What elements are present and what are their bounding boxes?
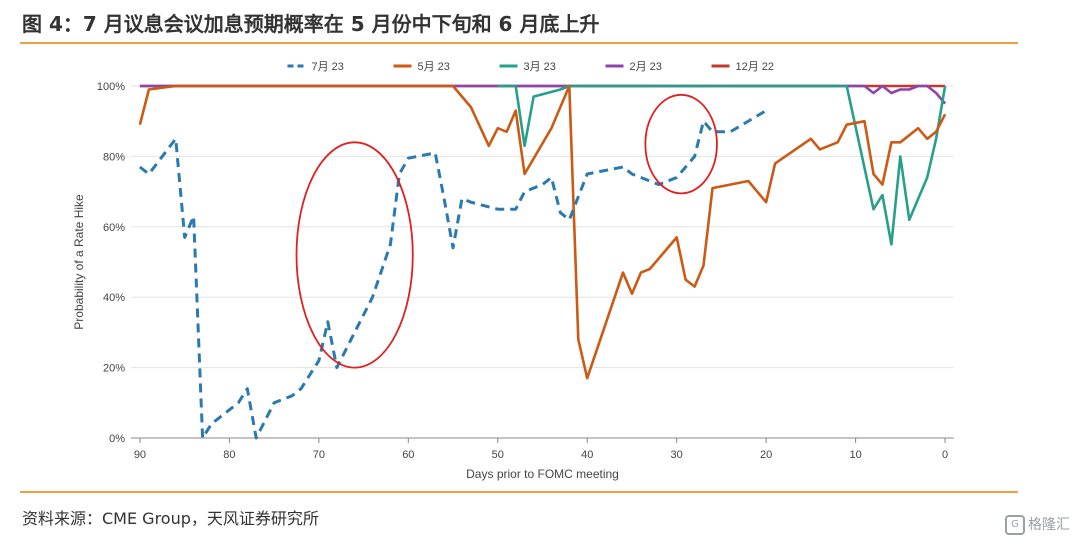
highlight-ellipse <box>295 141 414 369</box>
x-tick-label: 30 <box>671 449 683 461</box>
x-tick-label: 70 <box>313 449 325 461</box>
y-tick-label: 100% <box>97 81 125 93</box>
series-line <box>138 84 947 380</box>
series-line <box>139 84 947 105</box>
x-tick-label: 20 <box>760 449 772 461</box>
x-axis-title: Days prior to FOMC meeting <box>466 467 619 481</box>
title-divider <box>20 42 1018 44</box>
watermark-label: 格隆汇 <box>1028 517 1070 533</box>
y-tick-label: 0% <box>109 433 125 445</box>
x-tick-label: 90 <box>134 449 146 461</box>
figure-title: 图 4：7 月议息会议加息预期概率在 5 月份中下旬和 6 月底上升 <box>22 12 600 36</box>
watermark-logo-icon: G <box>1005 515 1025 535</box>
x-tick-label: 60 <box>402 449 414 461</box>
rate-hike-probability-chart: 0% 20% 40% 60% 80% 100% 90 80 70 60 50 40 30 20 10 0 Day… <box>72 61 954 481</box>
series-line <box>497 84 947 246</box>
x-tick-label: 10 <box>849 449 861 461</box>
x-tick-label: 50 <box>492 449 504 461</box>
footer-divider <box>20 491 1018 493</box>
series-line <box>138 109 767 440</box>
y-axis-title: Probability of a Rate Hike <box>72 194 86 330</box>
legend-label: 5月 23 <box>418 61 450 73</box>
y-tick-label: 80% <box>103 151 125 163</box>
y-tick-label: 40% <box>103 292 125 304</box>
legend-label: 12月 22 <box>736 61 775 73</box>
y-tick-label: 60% <box>103 222 125 234</box>
x-tick-label: 80 <box>223 449 235 461</box>
y-tick-label: 20% <box>103 363 125 375</box>
source-note: 资料来源：CME Group，天风证券研究所 <box>22 509 319 528</box>
legend-label: 7月 23 <box>312 61 344 73</box>
x-tick-label: 0 <box>942 449 948 461</box>
highlight-ellipse <box>644 93 718 195</box>
watermark: G 格隆汇 <box>1005 514 1070 535</box>
x-tick-label: 40 <box>581 449 593 461</box>
legend-label: 3月 23 <box>524 61 556 73</box>
legend-label: 2月 23 <box>630 61 662 73</box>
